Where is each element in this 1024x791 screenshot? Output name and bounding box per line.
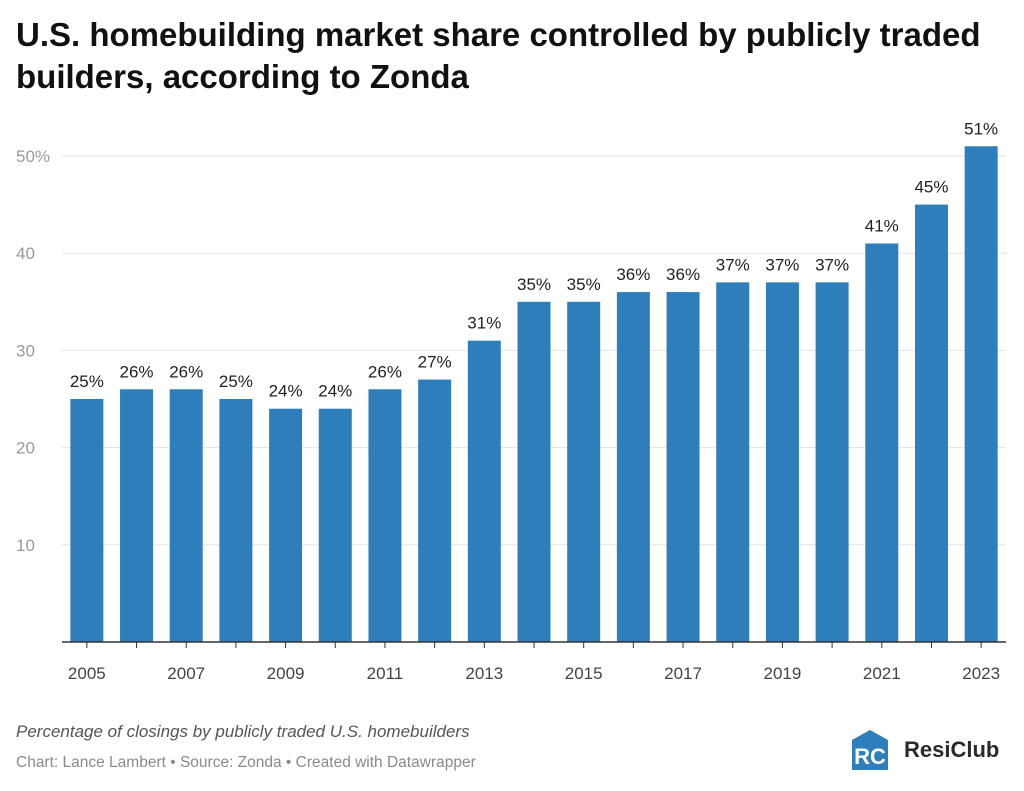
value-label-2017: 36%	[666, 265, 700, 284]
y-tick-label-30: 30	[16, 341, 35, 360]
y-tick-label-20: 20	[16, 439, 35, 458]
bar-chart: 10 20 30 40 50% 25% 26% 26% 25% 24% 24% 26% 27% 31% 3…	[16, 119, 1006, 683]
value-label-2010: 24%	[318, 382, 352, 401]
y-tick-label-10: 10	[16, 536, 35, 555]
svg-text:RC: RC	[854, 744, 886, 769]
y-axis-ticks: 10 20 30 40 50%	[16, 147, 50, 555]
bar-2018	[716, 282, 750, 642]
chart-title: U.S. homebuilding market share controlle…	[16, 16, 981, 95]
x-tick-label-2009: 2009	[267, 664, 305, 683]
x-tick-label-2013: 2013	[465, 664, 503, 683]
value-label-2012: 27%	[418, 353, 452, 372]
bar-2019	[765, 282, 799, 642]
resiclub-logo-icon: RC	[852, 730, 888, 770]
bar-2005	[70, 399, 104, 642]
bar-2016	[616, 292, 650, 642]
bar-2009	[269, 408, 303, 642]
x-tick-label-2015: 2015	[565, 664, 603, 683]
chart-source: Chart: Lance Lambert • Source: Zonda • C…	[16, 754, 476, 771]
value-label-2020: 37%	[815, 255, 849, 274]
bar-2021	[865, 243, 899, 643]
x-tick-label-2021: 2021	[863, 664, 901, 683]
y-tick-label-50: 50%	[16, 147, 50, 166]
value-label-2007: 26%	[169, 362, 203, 381]
value-label-2023: 51%	[964, 119, 998, 138]
resiclub-logo: RC ResiClub	[846, 726, 999, 774]
value-labels: 25% 26% 26% 25% 24% 24% 26% 27% 31% 35% 35% 36% 36% 3…	[70, 119, 998, 400]
value-label-2006: 26%	[120, 362, 154, 381]
y-tick-label-40: 40	[16, 244, 35, 263]
value-label-2018: 37%	[716, 255, 750, 274]
bar-2022	[914, 204, 948, 642]
x-tick-label-2017: 2017	[664, 664, 702, 683]
value-label-2022: 45%	[914, 178, 948, 197]
value-label-2015: 35%	[567, 275, 601, 294]
value-label-2005: 25%	[70, 372, 104, 391]
value-label-2021: 41%	[865, 216, 899, 235]
bar-2012	[418, 379, 452, 642]
bar-2006	[120, 389, 154, 642]
value-label-2009: 24%	[269, 382, 303, 401]
x-tick-label-2023: 2023	[962, 664, 1000, 683]
value-label-2011: 26%	[368, 362, 402, 381]
bar-2015	[567, 301, 601, 642]
chart-description: Percentage of closings by publicly trade…	[16, 722, 470, 741]
bar-2010	[318, 408, 352, 642]
bars	[70, 146, 998, 643]
x-tick-label-2011: 2011	[367, 664, 404, 683]
value-label-2008: 25%	[219, 372, 253, 391]
value-label-2014: 35%	[517, 275, 551, 294]
value-label-2016: 36%	[616, 265, 650, 284]
bar-2013	[467, 340, 501, 642]
bar-2008	[219, 399, 253, 642]
bar-2017	[666, 292, 700, 642]
value-label-2013: 31%	[467, 314, 501, 333]
x-axis-ticks: 2005 2007 2009 2011 2013 2015 2017 2019 2021 2023	[68, 642, 1000, 683]
bar-2020	[815, 282, 849, 642]
resiclub-logo-text: ResiClub	[904, 737, 1000, 762]
x-tick-label-2007: 2007	[167, 664, 205, 683]
bar-2023	[964, 146, 998, 642]
bar-2007	[169, 389, 203, 642]
bar-2011	[368, 389, 402, 642]
x-tick-label-2019: 2019	[764, 664, 802, 683]
value-label-2019: 37%	[765, 255, 799, 274]
x-tick-label-2005: 2005	[68, 664, 106, 683]
bar-2014	[517, 301, 551, 642]
